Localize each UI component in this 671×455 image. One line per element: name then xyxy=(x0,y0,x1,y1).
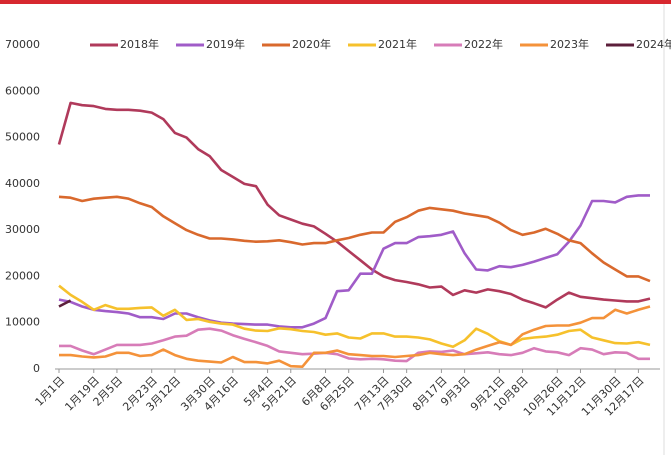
series-line xyxy=(57,101,651,309)
y-tick-label: 60000 xyxy=(5,84,40,97)
y-tick-label: 20000 xyxy=(5,269,40,282)
y-tick-label: 70000 xyxy=(5,38,40,51)
y-tick-label: 40000 xyxy=(5,177,40,190)
legend-label: 2021年 xyxy=(378,37,417,51)
series-line xyxy=(59,305,651,368)
legend-label: 2020年 xyxy=(292,37,331,51)
series-line xyxy=(58,195,651,283)
legend-label: 2018年 xyxy=(120,37,159,51)
legend-label: 2022年 xyxy=(464,37,503,51)
series-line xyxy=(58,284,651,349)
y-tick-label: 10000 xyxy=(5,316,40,329)
legend-label: 2023年 xyxy=(550,37,589,51)
top-bar xyxy=(0,0,671,4)
y-tick-label: 50000 xyxy=(5,131,40,144)
y-tick-label: 0 xyxy=(33,362,40,375)
series-line xyxy=(58,194,650,329)
series-line xyxy=(59,327,650,363)
legend-label: 2019年 xyxy=(206,37,245,51)
legend-label: 2024年 xyxy=(636,37,671,51)
y-tick-label: 30000 xyxy=(5,223,40,236)
series-line xyxy=(58,299,72,308)
